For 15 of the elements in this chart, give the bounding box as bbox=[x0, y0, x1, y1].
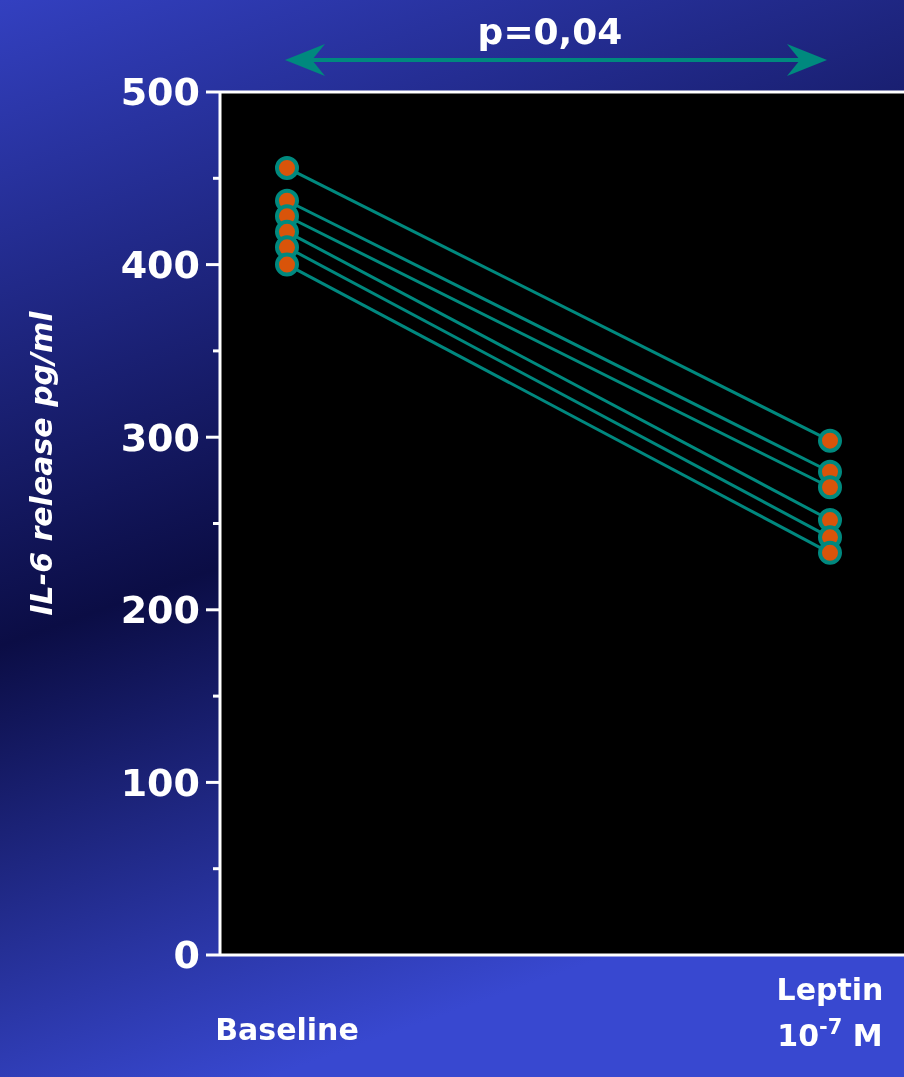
text: p=0,04 bbox=[477, 11, 623, 52]
y-tick-label: 200 bbox=[120, 588, 200, 633]
y-axis-title: IL-6 release pg/ml bbox=[24, 310, 59, 616]
y-tick-label: 100 bbox=[120, 760, 200, 805]
x-tick-label: Leptin 10$^{-7}$ M bbox=[776, 972, 884, 1053]
point bbox=[818, 475, 842, 500]
point bbox=[275, 252, 299, 277]
y-tick-label: 0 bbox=[173, 933, 200, 978]
point bbox=[818, 428, 842, 453]
x-tick-label: Baseline bbox=[215, 1012, 359, 1047]
y-tick-label: 400 bbox=[120, 242, 200, 287]
point bbox=[275, 155, 299, 180]
y-tick-label: 500 bbox=[120, 70, 200, 115]
y-tick-label: 300 bbox=[120, 415, 200, 460]
point bbox=[818, 540, 842, 565]
